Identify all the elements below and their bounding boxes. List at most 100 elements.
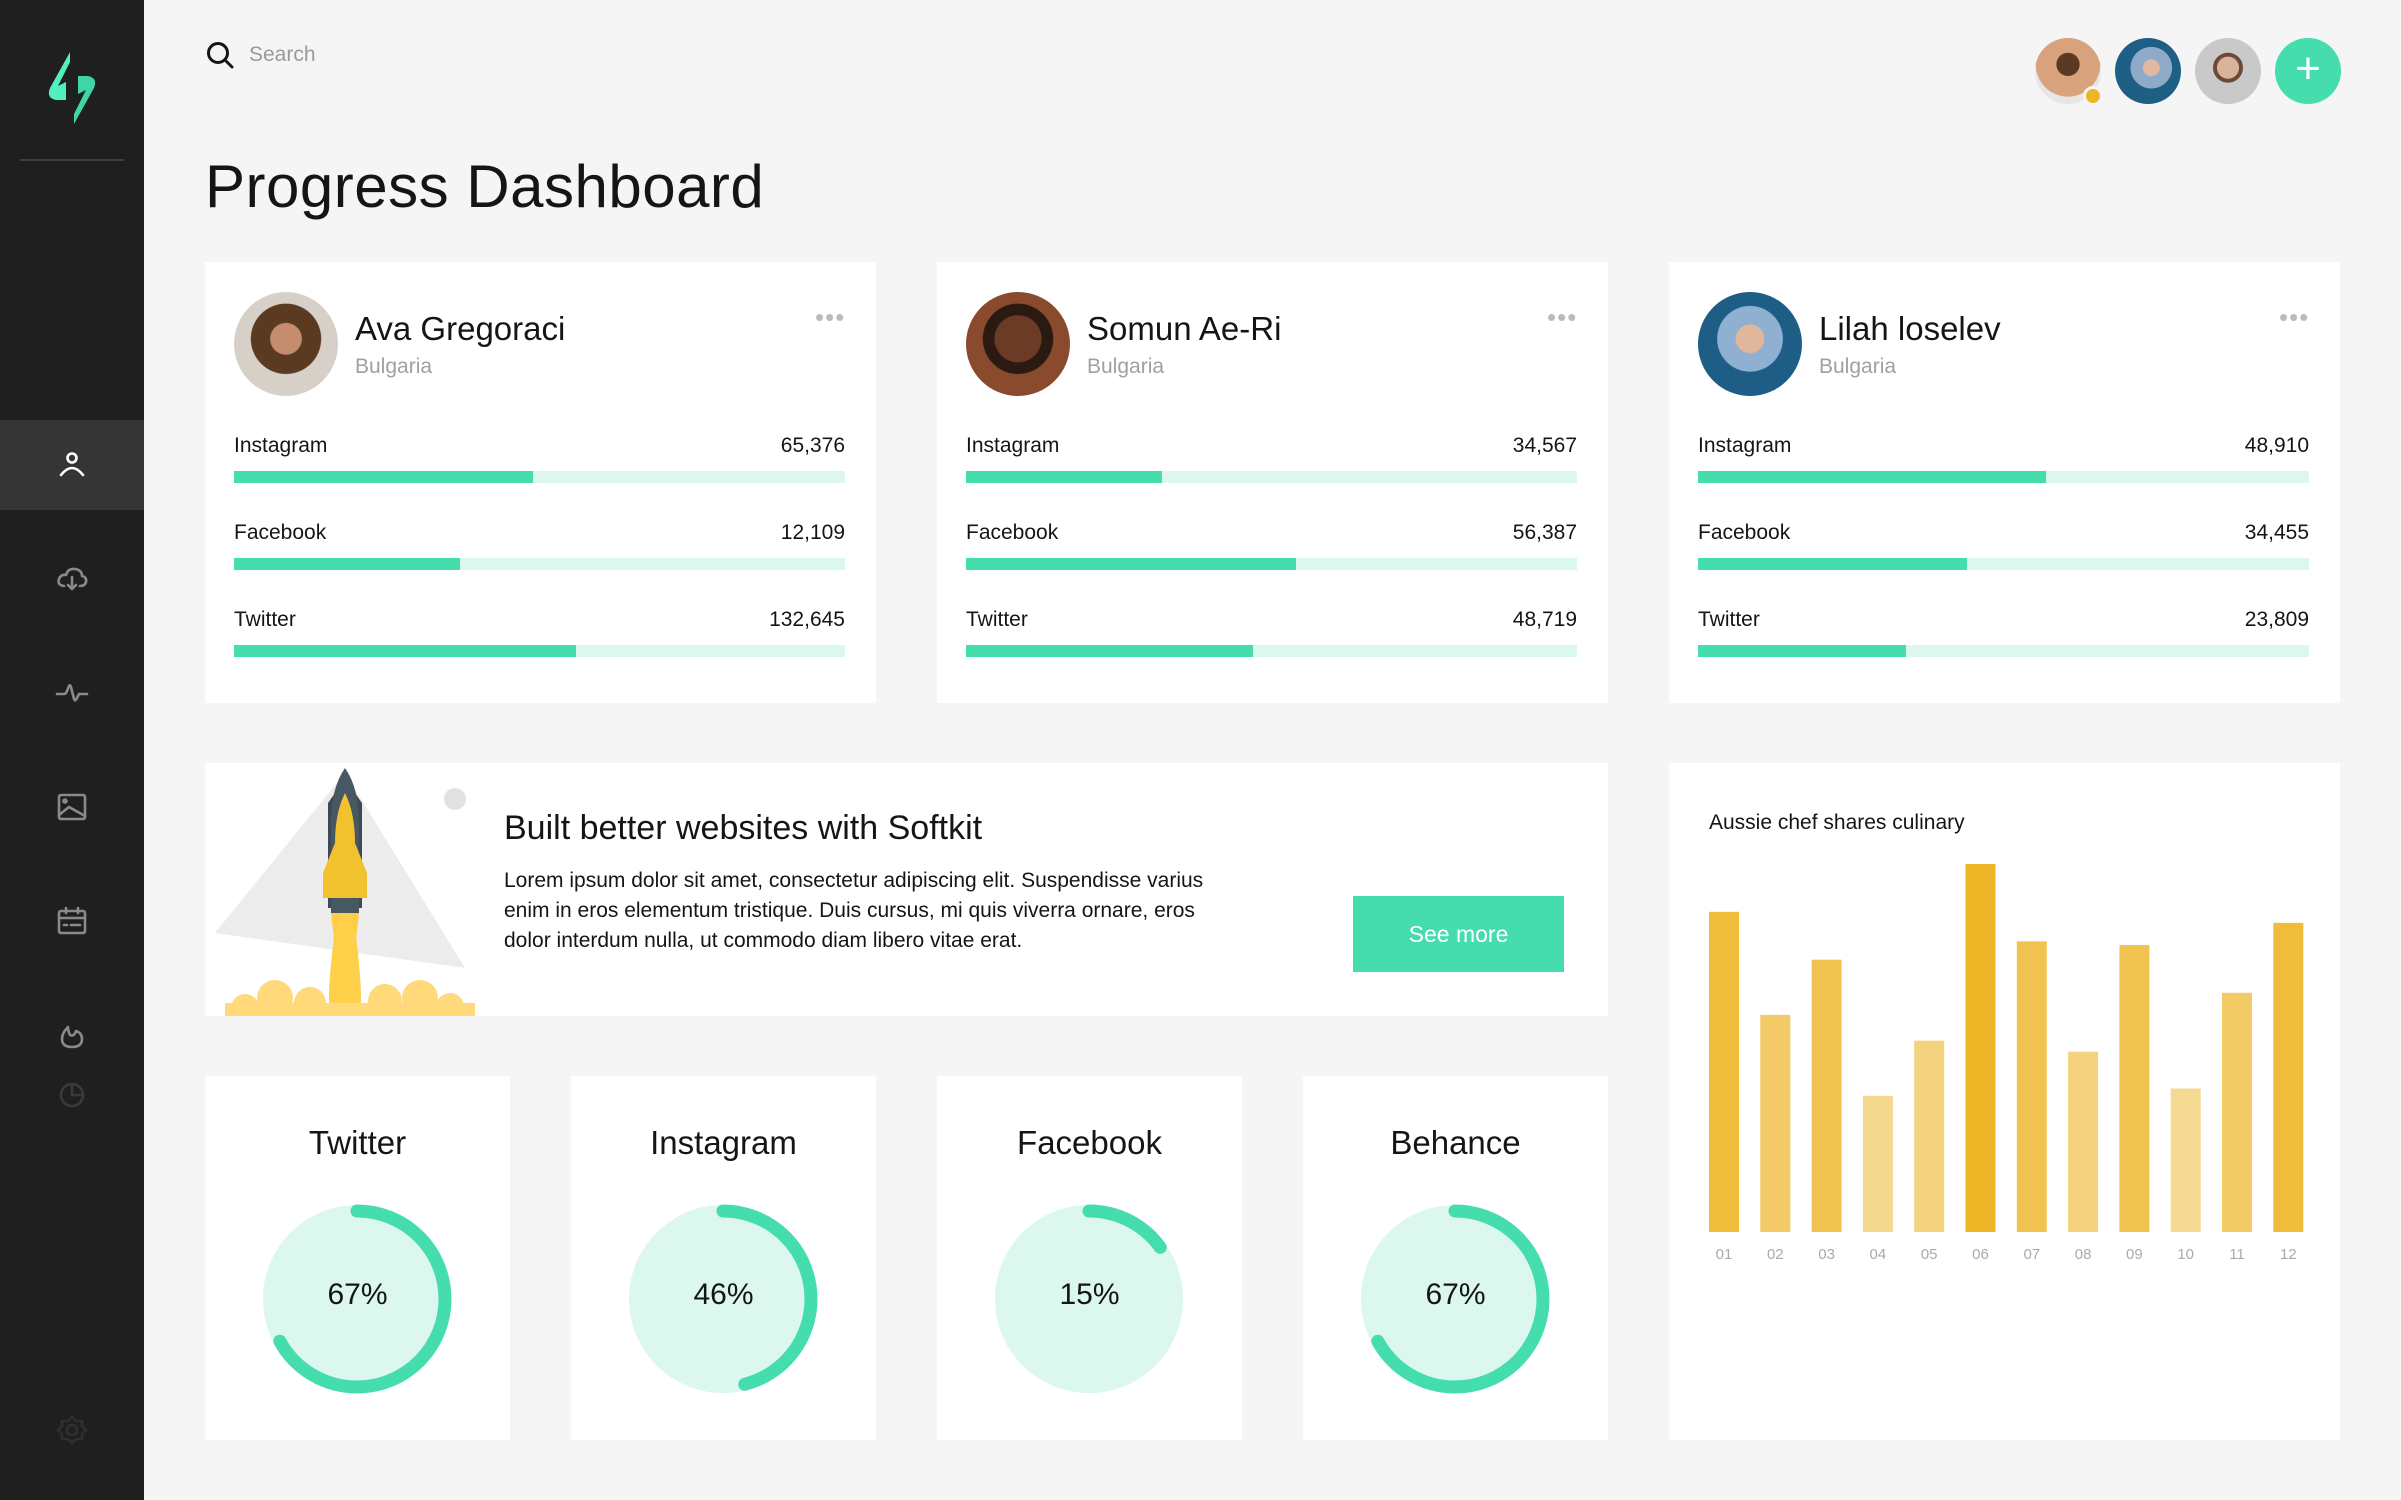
progress-ring xyxy=(628,1204,818,1394)
bar-05[interactable] xyxy=(1914,1040,1945,1232)
sidebar-item-fire[interactable] xyxy=(0,990,144,1080)
x-tick-label: 01 xyxy=(1716,1246,1733,1263)
cloud-download-icon xyxy=(57,567,88,591)
avatar[interactable] xyxy=(234,292,338,396)
search-bar[interactable]: Search xyxy=(205,40,316,70)
bar-12[interactable] xyxy=(2273,922,2304,1232)
sidebar-item-activity[interactable] xyxy=(0,648,144,738)
progress-ring xyxy=(994,1204,1184,1394)
stat-label: Instagram xyxy=(1698,434,1792,457)
sidebar-item-user[interactable] xyxy=(0,420,144,510)
progress-fill xyxy=(1698,645,1906,657)
bar-07[interactable] xyxy=(2016,941,2047,1232)
stat-value: 65,376 xyxy=(780,434,845,457)
progress-ring-arc xyxy=(994,1204,1184,1394)
gear-icon xyxy=(56,1415,88,1445)
bar-11[interactable] xyxy=(2222,992,2252,1232)
social-card: Facebook 15% xyxy=(937,1076,1242,1440)
fire-icon xyxy=(60,1025,84,1049)
bar-04[interactable] xyxy=(1862,1095,1893,1232)
social-percent: 46% xyxy=(693,1278,754,1311)
progress-fill xyxy=(966,558,1296,570)
avatar[interactable] xyxy=(2195,38,2261,104)
avatar[interactable] xyxy=(2035,38,2103,106)
social-title: Facebook xyxy=(1017,1124,1162,1161)
sidebar-divider xyxy=(20,159,124,161)
calendar-icon xyxy=(57,906,87,935)
x-tick-label: 11 xyxy=(2229,1246,2245,1263)
profile-name: Lilah loselev xyxy=(1819,310,2001,347)
x-tick-label: 10 xyxy=(2177,1246,2194,1263)
progress-bar xyxy=(1698,471,2309,483)
x-tick-label: 02 xyxy=(1767,1246,1784,1263)
bar-10[interactable] xyxy=(2170,1088,2201,1232)
bar-06[interactable] xyxy=(1965,864,1996,1232)
sidebar-item-cloud-download[interactable] xyxy=(0,534,144,624)
sidebar-item-calendar[interactable] xyxy=(0,876,144,966)
progress-ring-arc xyxy=(262,1204,452,1394)
stat-label: Instagram xyxy=(234,434,328,457)
bar-03[interactable] xyxy=(1811,959,1842,1232)
x-tick-label: 04 xyxy=(1870,1246,1887,1263)
progress-bar xyxy=(1698,558,2309,570)
x-tick-label: 03 xyxy=(1818,1246,1835,1263)
progress-bar xyxy=(966,471,1577,483)
progress-fill xyxy=(966,645,1254,657)
stat-label: Facebook xyxy=(966,521,1059,544)
add-member-button[interactable]: + xyxy=(2275,38,2341,104)
more-options-icon[interactable]: ••• xyxy=(2279,302,2310,332)
more-options-icon[interactable]: ••• xyxy=(815,302,846,332)
page-title: Progress Dashboard xyxy=(205,153,765,220)
banner-title: Built better websites with Softkit xyxy=(504,809,983,847)
sidebar-item-settings[interactable] xyxy=(0,1385,144,1475)
search-icon xyxy=(207,42,234,69)
bar-08[interactable] xyxy=(2068,1051,2099,1232)
promo-banner: Built better websites with Softkit Lorem… xyxy=(205,763,1608,1016)
see-more-button[interactable]: See more xyxy=(1353,896,1564,972)
bar-02[interactable] xyxy=(1760,1014,1791,1232)
clock-icon xyxy=(59,1082,85,1108)
search-input[interactable]: Search xyxy=(249,43,316,66)
avatar[interactable] xyxy=(2115,38,2181,104)
progress-fill xyxy=(1698,471,2047,483)
social-card: Behance 67% xyxy=(1303,1076,1608,1440)
progress-ring xyxy=(1360,1204,1550,1394)
rocket-illustration xyxy=(215,768,475,1016)
social-percent: 67% xyxy=(1425,1278,1486,1311)
stat-label: Instagram xyxy=(966,434,1060,457)
profile-name: Somun Ae-Ri xyxy=(1087,310,1282,347)
x-tick-label: 07 xyxy=(2023,1246,2040,1263)
social-percent: 15% xyxy=(1059,1278,1120,1311)
progress-fill xyxy=(234,558,461,570)
bar-09[interactable] xyxy=(2119,944,2150,1232)
stat-value: 132,645 xyxy=(769,608,845,631)
sidebar-item-clock[interactable] xyxy=(0,1050,144,1140)
avatar[interactable] xyxy=(966,292,1070,396)
bar-chart-card: Aussie chef shares culinary 01 02 03 04 05 06… xyxy=(1669,763,2340,1440)
social-title: Behance xyxy=(1390,1124,1521,1161)
stat-value: 34,567 xyxy=(1512,434,1577,457)
x-tick-label: 06 xyxy=(1972,1246,1989,1263)
progress-fill xyxy=(234,471,534,483)
x-tick-label: 05 xyxy=(1921,1246,1938,1263)
avatar[interactable] xyxy=(1698,292,1802,396)
bar-01[interactable] xyxy=(1709,911,1739,1232)
x-tick-label: 09 xyxy=(2126,1246,2143,1263)
image-icon xyxy=(57,793,87,821)
team-avatars: + xyxy=(2035,38,2341,106)
sidebar-item-image[interactable] xyxy=(0,762,144,852)
progress-bar xyxy=(1698,645,2309,657)
user-icon xyxy=(59,452,85,477)
progress-bar xyxy=(234,558,845,570)
stat-label: Twitter xyxy=(1698,608,1760,631)
profile-country: Bulgaria xyxy=(355,355,433,378)
stat-label: Facebook xyxy=(1698,521,1791,544)
stat-value: 34,455 xyxy=(2244,521,2309,544)
social-percent: 67% xyxy=(327,1278,388,1311)
stat-label: Twitter xyxy=(234,608,296,631)
more-options-icon[interactable]: ••• xyxy=(1547,302,1578,332)
progress-fill xyxy=(1698,558,1967,570)
progress-ring xyxy=(262,1204,452,1394)
logo-icon[interactable] xyxy=(44,52,100,124)
profile-country: Bulgaria xyxy=(1087,355,1165,378)
